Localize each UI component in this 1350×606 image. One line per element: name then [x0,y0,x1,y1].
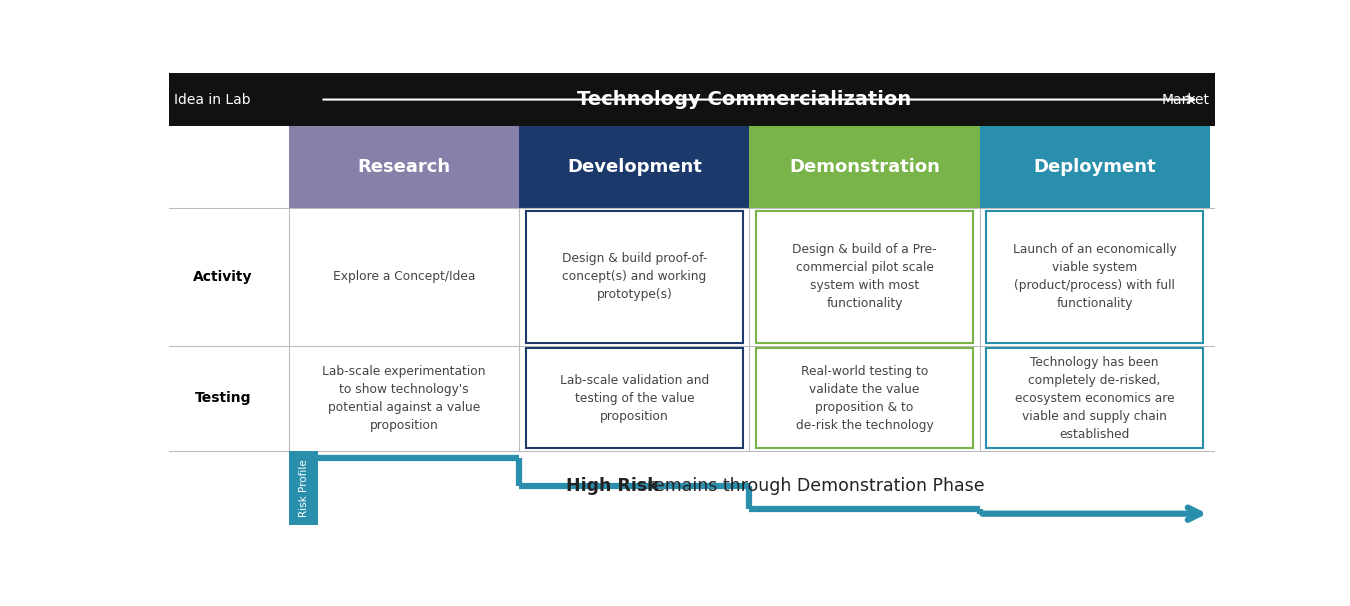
Text: Design & build of a Pre-
commercial pilot scale
system with most
functionality: Design & build of a Pre- commercial pilo… [792,244,937,310]
Text: Idea in Lab: Idea in Lab [174,93,251,107]
Text: Activity: Activity [193,270,252,284]
Text: Research: Research [358,158,451,176]
Text: Lab-scale experimentation
to show technology's
potential against a value
proposi: Lab-scale experimentation to show techno… [323,365,486,431]
Bar [980,127,1210,208]
Text: remains through Demonstration Phase: remains through Demonstration Phase [647,477,984,494]
Bar [525,348,742,448]
Bar [756,348,973,448]
Text: Real-world testing to
validate the value
proposition & to
de-risk the technology: Real-world testing to validate the value… [795,365,933,431]
Text: Technology has been
completely de-risked,
ecosystem economics are
viable and sup: Technology has been completely de-risked… [1015,356,1174,441]
Bar [520,127,749,208]
Text: Design & build proof-of-
concept(s) and working
prototype(s): Design & build proof-of- concept(s) and … [562,252,707,301]
Text: High Risk: High Risk [567,477,659,494]
Text: Demonstration: Demonstration [788,158,940,176]
Bar [749,127,980,208]
Text: Explore a Concept/Idea: Explore a Concept/Idea [333,270,475,284]
Text: Testing: Testing [194,391,251,405]
Bar [289,127,520,208]
Bar [289,451,319,525]
Bar [169,73,1215,127]
Text: Launch of an economically
viable system
(product/process) with full
functionalit: Launch of an economically viable system … [1012,244,1177,310]
Bar [986,348,1203,448]
Text: Lab-scale validation and
testing of the value
proposition: Lab-scale validation and testing of the … [560,374,709,423]
Bar [756,211,973,343]
Bar [986,211,1203,343]
Bar [525,211,742,343]
Text: Technology Commercialization: Technology Commercialization [576,90,911,109]
Text: Development: Development [567,158,702,176]
Text: Deployment: Deployment [1033,158,1156,176]
Text: Risk Profile: Risk Profile [298,459,309,517]
Text: Market: Market [1162,93,1210,107]
